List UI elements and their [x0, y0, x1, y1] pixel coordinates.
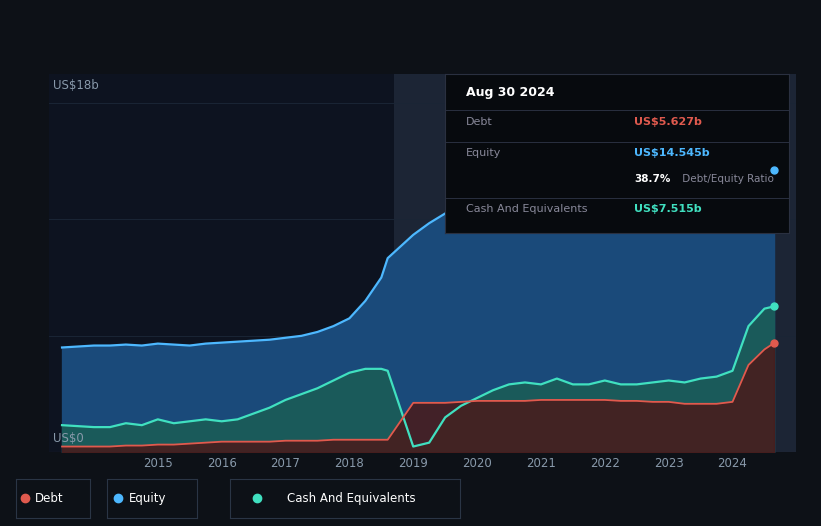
- Bar: [394, 74, 796, 452]
- Text: Equity: Equity: [130, 492, 167, 505]
- Text: US$18b: US$18b: [53, 79, 99, 93]
- Text: Cash And Equivalents: Cash And Equivalents: [287, 492, 416, 505]
- Bar: [49, 74, 394, 452]
- Text: Debt: Debt: [34, 492, 63, 505]
- Text: US$0: US$0: [53, 432, 84, 445]
